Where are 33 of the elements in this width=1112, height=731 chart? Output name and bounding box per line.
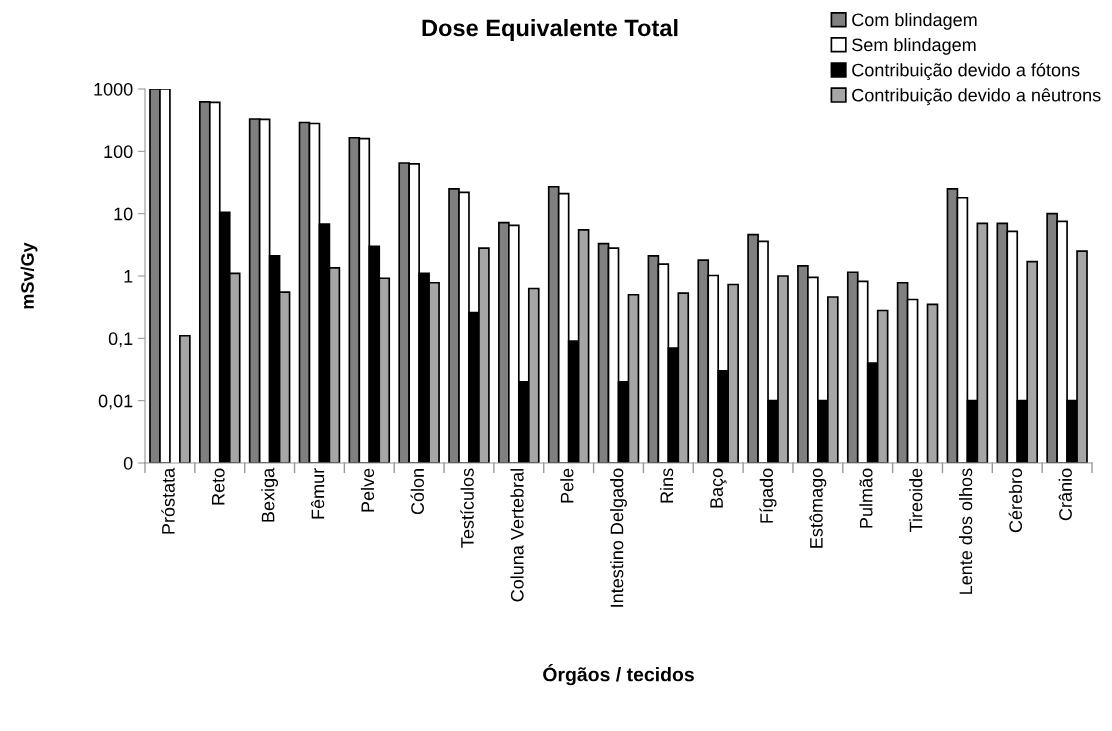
x-tick-label: Tireoide — [909, 468, 923, 532]
y-tick-label: 0,1 — [108, 332, 133, 348]
x-tick-label: Lente dos olhos — [958, 468, 973, 594]
x-tick-label: Cólon — [410, 469, 424, 515]
x-tick-label: Fígado — [759, 468, 777, 523]
x-axis-title: Órgãos / tecidos — [543, 663, 694, 686]
x-tick-label: Reto — [212, 468, 225, 505]
x-tick-label: Pelve — [360, 468, 375, 512]
x-tick-label: Baço — [710, 468, 727, 508]
x-tick-label: Testículos — [460, 468, 474, 548]
y-tick-label: 10 — [114, 207, 133, 221]
x-tick-label: Próstata — [161, 467, 175, 534]
y-tick-label: 0 — [123, 456, 133, 470]
y-tick-label: 1000 — [94, 82, 133, 96]
y-tick-label: 0,01 — [98, 394, 133, 410]
x-tick-label: Estômago — [809, 468, 827, 548]
y-tick-label: 100 — [104, 145, 133, 159]
x-tick-label: Pulmão — [859, 468, 873, 528]
x-tick-label: Crânio — [1058, 468, 1072, 521]
legend-label: Contribuição devido a nêutrons — [852, 88, 1101, 106]
y-axis-title: mSv/Gy — [20, 242, 38, 309]
legend-label: Com blindagem — [852, 12, 977, 30]
legend-label: Sem blindagem — [852, 37, 976, 55]
x-tick-label: Rins — [659, 468, 674, 503]
legend-label: Contribuição devido a fótons — [852, 62, 1080, 81]
y-tick-label: 1 — [124, 270, 133, 283]
x-tick-label: Pele — [560, 468, 574, 503]
x-tick-label: Intestino Delgado — [610, 468, 627, 607]
x-tick-label: Cérebro — [1008, 468, 1023, 533]
x-tick-label: Coluna Vertebral — [510, 469, 524, 602]
chart-title: Dose Equivalente Total — [422, 19, 678, 41]
x-tick-label: Bexiga — [261, 467, 279, 522]
x-tick-label: Fêmur — [310, 468, 325, 519]
